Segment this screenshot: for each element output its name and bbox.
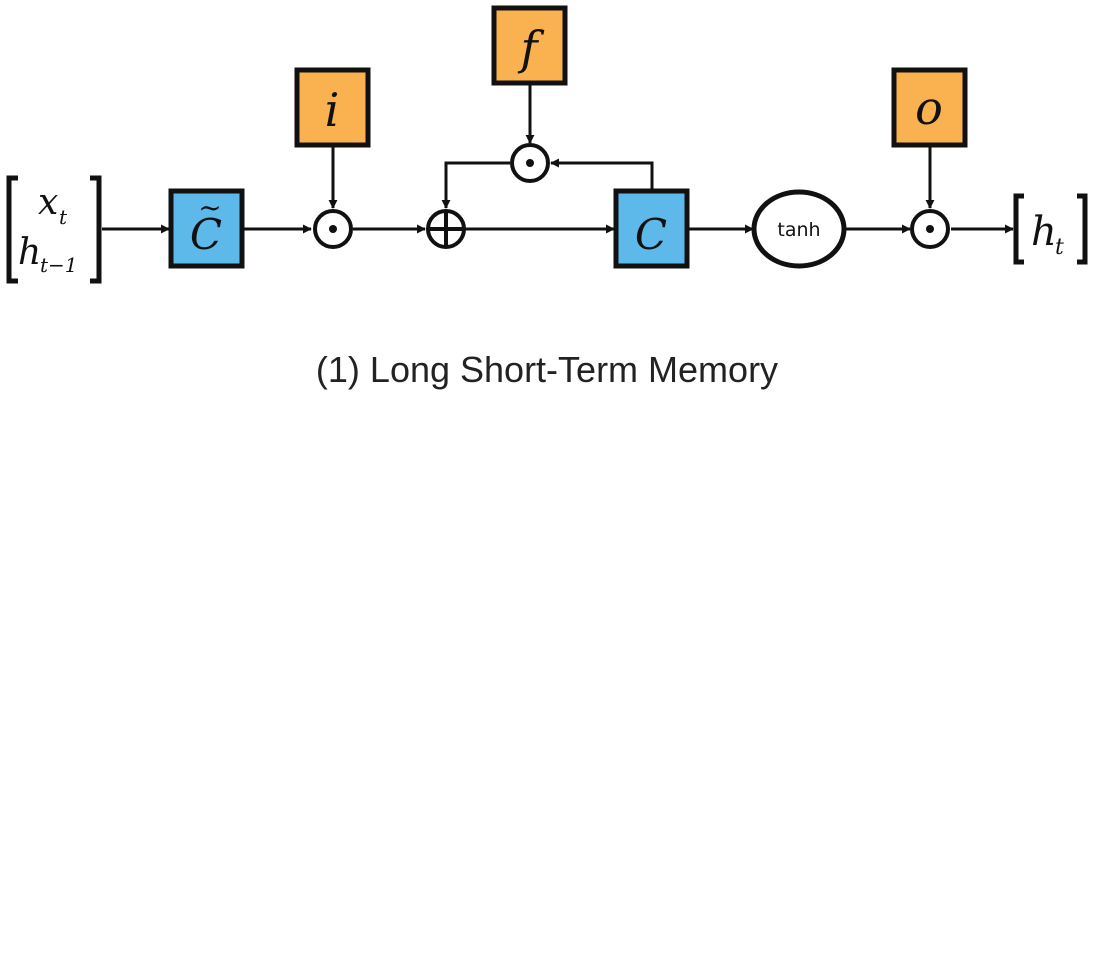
candidate-cell-tilde: ~ <box>198 191 221 224</box>
cell-state-node: C <box>613 188 690 269</box>
figure-caption: (1) Long Short-Term Memory <box>316 349 778 390</box>
output-gate-node: o <box>891 67 968 148</box>
input-h-sub: t−1 <box>40 253 78 277</box>
edges <box>102 84 1014 234</box>
edge-forget-multiply-to-add <box>441 161 510 209</box>
edge-cell-feedback <box>550 158 654 190</box>
input-vector: x t h t−1 <box>6 175 102 284</box>
right-bracket-close <box>1077 193 1088 265</box>
output-vector: h t <box>1013 193 1088 265</box>
input-x-var: x <box>38 182 58 223</box>
cell-state-box <box>613 188 690 269</box>
forget-gate-node: f <box>491 5 568 86</box>
candidate-cell-label: C <box>190 210 222 259</box>
input-gate-box <box>294 67 371 148</box>
forget-multiply-node <box>510 143 550 183</box>
left-bracket-open <box>6 175 18 284</box>
tanh-ellipse <box>751 189 847 269</box>
candidate-cell-box <box>168 188 245 269</box>
output-multiply-node <box>910 209 950 249</box>
input-gate-node: i <box>294 67 371 148</box>
forget-gate-box <box>491 5 568 86</box>
forget-multiply-dot <box>526 159 534 167</box>
output-h-var: h <box>1031 209 1057 255</box>
input-multiply-dot <box>329 225 337 233</box>
left-bracket-close <box>90 175 102 284</box>
cell-state-label: C <box>635 210 667 259</box>
input-multiply-node <box>313 209 353 249</box>
output-gate-label: o <box>915 81 943 135</box>
input-h-var: h <box>18 232 41 273</box>
output-gate-box <box>891 67 968 148</box>
input-x-sub: t <box>59 205 68 229</box>
input-gate-label: i <box>325 83 340 137</box>
tanh-label: tanh <box>777 219 820 241</box>
candidate-cell-node: C ~ <box>168 188 245 269</box>
add-node <box>426 209 466 249</box>
right-bracket-open <box>1013 193 1024 265</box>
output-h-sub: t <box>1055 235 1064 260</box>
output-multiply-dot <box>926 225 934 233</box>
tanh-node: tanh <box>751 189 847 269</box>
